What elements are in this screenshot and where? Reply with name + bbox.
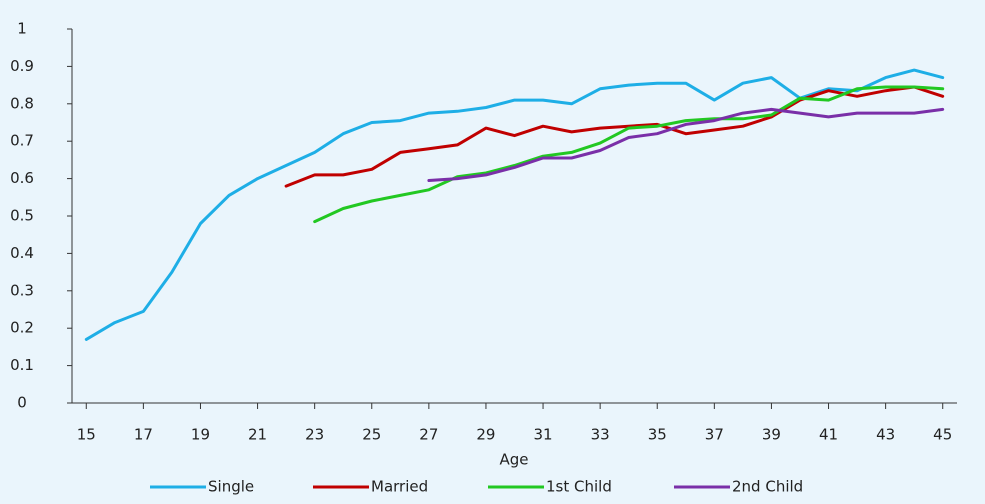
- y-tick-label: 0.4: [10, 244, 34, 262]
- y-tick-label: 0.7: [10, 132, 34, 150]
- y-tick-label: 0.5: [10, 207, 34, 225]
- series-line: [313, 85, 945, 224]
- x-tick-label: 33: [591, 426, 610, 444]
- y-tick-label: 1: [17, 20, 27, 38]
- x-tick-label: 45: [933, 426, 952, 444]
- x-tick-label: 37: [705, 426, 724, 444]
- x-tick-label: 17: [134, 426, 153, 444]
- x-tick-label: 21: [248, 426, 267, 444]
- legend-label: Married: [371, 478, 428, 496]
- y-tick-label: 0.9: [10, 57, 34, 75]
- x-tick-label: 35: [648, 426, 667, 444]
- x-tick-label: 15: [77, 426, 96, 444]
- y-tick-label: 0.1: [10, 356, 34, 374]
- legend-label: Single: [208, 478, 254, 496]
- legend-label: 2nd Child: [732, 478, 803, 496]
- x-tick-label: 43: [876, 426, 895, 444]
- x-tick-label: 19: [191, 426, 210, 444]
- y-tick-label: 0.3: [10, 281, 34, 299]
- series-line: [284, 85, 945, 188]
- series-line: [427, 107, 945, 182]
- legend-label: 1st Child: [546, 478, 612, 496]
- x-tick-label: 39: [762, 426, 781, 444]
- x-axis-label: Age: [499, 451, 528, 469]
- x-tick-label: 31: [534, 426, 553, 444]
- y-tick-label: 0.6: [10, 169, 34, 187]
- y-tick-label: 0.2: [10, 319, 34, 337]
- x-tick-label: 25: [362, 426, 381, 444]
- y-tick-label: 0.8: [10, 94, 34, 112]
- x-tick-label: 27: [419, 426, 438, 444]
- x-tick-label: 29: [476, 426, 495, 444]
- y-tick-label: 0: [17, 394, 27, 412]
- x-tick-label: 23: [305, 426, 324, 444]
- x-tick-label: 41: [819, 426, 838, 444]
